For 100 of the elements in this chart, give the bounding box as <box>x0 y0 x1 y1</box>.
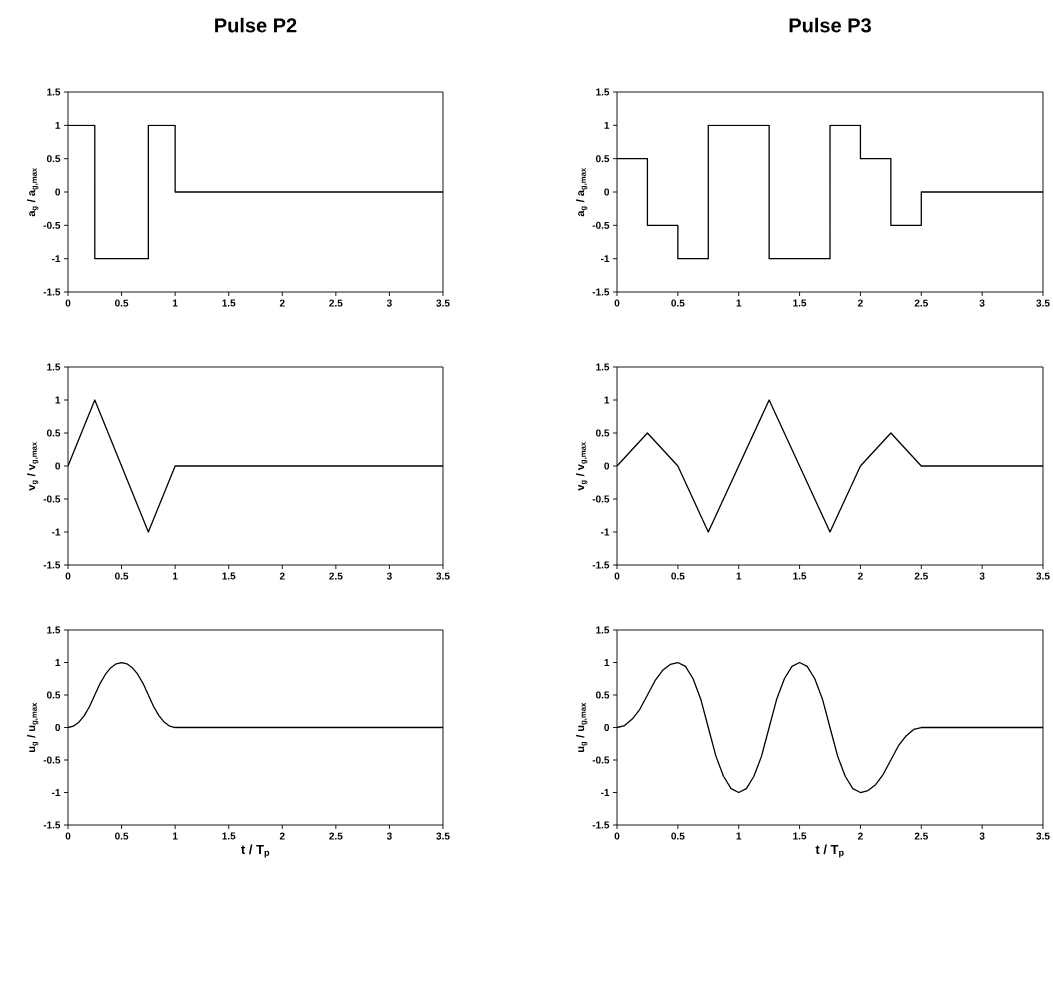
x-tick-label: 3.5 <box>1036 832 1050 840</box>
x-tick-label: 1.5 <box>793 572 807 580</box>
x-tick-label: 1.5 <box>222 299 236 307</box>
y-tick-label: 1.5 <box>47 363 61 371</box>
x-tick-label: 2.5 <box>329 299 343 307</box>
x-tick-label: 2 <box>279 832 285 840</box>
y-tick-label: 1.5 <box>47 88 61 96</box>
y-axis-title: a$_{g}$ / a$_{g,max}$ <box>27 167 39 217</box>
x-tick-label: 2.5 <box>329 572 343 580</box>
chart-title: Pulse P2 <box>215 17 297 33</box>
y-tick-label: 1 <box>55 121 61 129</box>
y-tick-label: -1.5 <box>43 561 61 569</box>
x-tick-label: 1 <box>736 299 742 307</box>
y-tick-label: -1.5 <box>592 821 610 829</box>
x-tick-label: 3 <box>979 572 985 580</box>
y-tick-label: -1 <box>51 255 61 263</box>
x-tick-label: 2.5 <box>914 299 928 307</box>
y-tick-label: -1.5 <box>43 821 61 829</box>
x-tick-label: 1 <box>736 832 742 840</box>
x-tick-label: 3 <box>386 832 392 840</box>
x-tick-label: 2 <box>858 832 863 840</box>
y-tick-label: -1 <box>51 789 61 796</box>
y-tick-label: 0.5 <box>46 691 61 699</box>
x-tick-label: 1.5 <box>793 832 807 840</box>
x-tick-label: 0.5 <box>115 832 129 840</box>
x-tick-label: 0 <box>614 832 620 840</box>
y-tick-label: 1 <box>604 659 610 666</box>
y-tick-label: 0 <box>604 188 610 196</box>
x-tick-label: 3 <box>979 832 985 840</box>
y-tick-label: -1 <box>600 528 610 536</box>
x-tick-label: 3 <box>979 299 985 307</box>
y-tick-label: 1.5 <box>596 626 610 634</box>
y-axis-title: a$_{g}$ / a$_{g,max}$ <box>576 167 588 217</box>
x-tick-label: 1 <box>172 832 178 840</box>
y-tick-label: 1 <box>604 121 610 129</box>
y-tick-label: -0.5 <box>592 221 610 229</box>
x-tick-label: 3.5 <box>436 299 450 307</box>
y-tick-label: -0.5 <box>592 756 610 764</box>
x-tick-label: 1.5 <box>222 572 236 580</box>
y-axis-title: u$_{g}$ / u$_{g,max}$ <box>576 702 588 753</box>
y-axis-title: u$_{g}$ / u$_{g,max}$ <box>27 702 39 753</box>
y-axis-title: v$_{g}$ / v$_{g,max}$ <box>576 441 588 491</box>
y-tick-label: 0 <box>604 462 610 470</box>
x-tick-label: 1.5 <box>793 299 807 307</box>
x-tick-label: 3.5 <box>436 572 450 580</box>
y-tick-label: -1.5 <box>43 288 61 296</box>
y-tick-label: -1 <box>600 255 610 263</box>
x-tick-label: 2 <box>279 299 285 307</box>
x-tick-label: 0.5 <box>115 572 129 580</box>
y-tick-label: 0.5 <box>595 691 610 699</box>
x-tick-label: 2 <box>858 572 863 580</box>
x-tick-label: 0 <box>65 572 71 580</box>
x-tick-label: 1 <box>172 572 178 580</box>
y-tick-label: 0.5 <box>46 155 61 163</box>
y-tick-label: 1.5 <box>596 363 610 371</box>
y-tick-label: -1.5 <box>592 288 610 296</box>
y-axis-title: v$_{g}$ / v$_{g,max}$ <box>27 441 39 491</box>
x-tick-label: 0 <box>614 299 620 307</box>
x-tick-label: 1 <box>172 299 178 307</box>
x-tick-label: 0.5 <box>671 572 685 580</box>
y-tick-label: -0.5 <box>592 495 610 503</box>
y-tick-label: 0 <box>55 723 61 732</box>
x-tick-label: 0.5 <box>671 299 685 307</box>
y-tick-label: -1 <box>51 528 61 536</box>
x-tick-label: 1.5 <box>222 832 236 840</box>
x-tick-label: 0 <box>65 299 71 307</box>
x-tick-label: 3 <box>386 572 392 580</box>
y-tick-label: -0.5 <box>43 495 61 503</box>
y-tick-label: 0.5 <box>46 429 61 437</box>
x-tick-label: 0 <box>614 572 620 580</box>
y-tick-label: 1.5 <box>596 88 610 96</box>
x-tick-label: 0.5 <box>115 299 129 307</box>
y-tick-label: 0 <box>55 188 61 196</box>
x-tick-label: 2.5 <box>329 832 343 840</box>
x-tick-label: 2 <box>279 572 285 580</box>
y-tick-label: 1 <box>55 659 61 666</box>
x-tick-label: 2 <box>858 299 863 307</box>
x-axis-title: t / T$_{p}$ <box>815 844 844 858</box>
y-tick-label: -0.5 <box>43 756 61 764</box>
y-tick-label: -1 <box>600 789 610 796</box>
y-tick-label: -0.5 <box>43 221 61 229</box>
x-tick-label: 0 <box>65 832 71 840</box>
x-axis-title: t / T$_{p}$ <box>241 844 270 858</box>
y-tick-label: 1 <box>55 396 61 404</box>
x-tick-label: 0.5 <box>671 832 685 840</box>
y-tick-label: 0 <box>55 462 61 470</box>
y-tick-label: 0.5 <box>595 429 610 437</box>
y-tick-label: 0 <box>604 723 610 732</box>
y-tick-label: 1 <box>604 396 610 404</box>
y-tick-label: 1.5 <box>47 626 61 634</box>
x-tick-label: 2.5 <box>914 572 928 580</box>
y-tick-label: -1.5 <box>592 561 610 569</box>
x-tick-label: 3.5 <box>1036 299 1050 307</box>
x-tick-label: 3.5 <box>436 832 450 840</box>
chart-title: Pulse P3 <box>789 17 871 33</box>
x-tick-label: 1 <box>736 572 742 580</box>
x-tick-label: 3 <box>386 299 392 307</box>
x-tick-label: 2.5 <box>914 832 928 840</box>
y-tick-label: 0.5 <box>595 155 610 163</box>
x-tick-label: 3.5 <box>1036 572 1050 580</box>
